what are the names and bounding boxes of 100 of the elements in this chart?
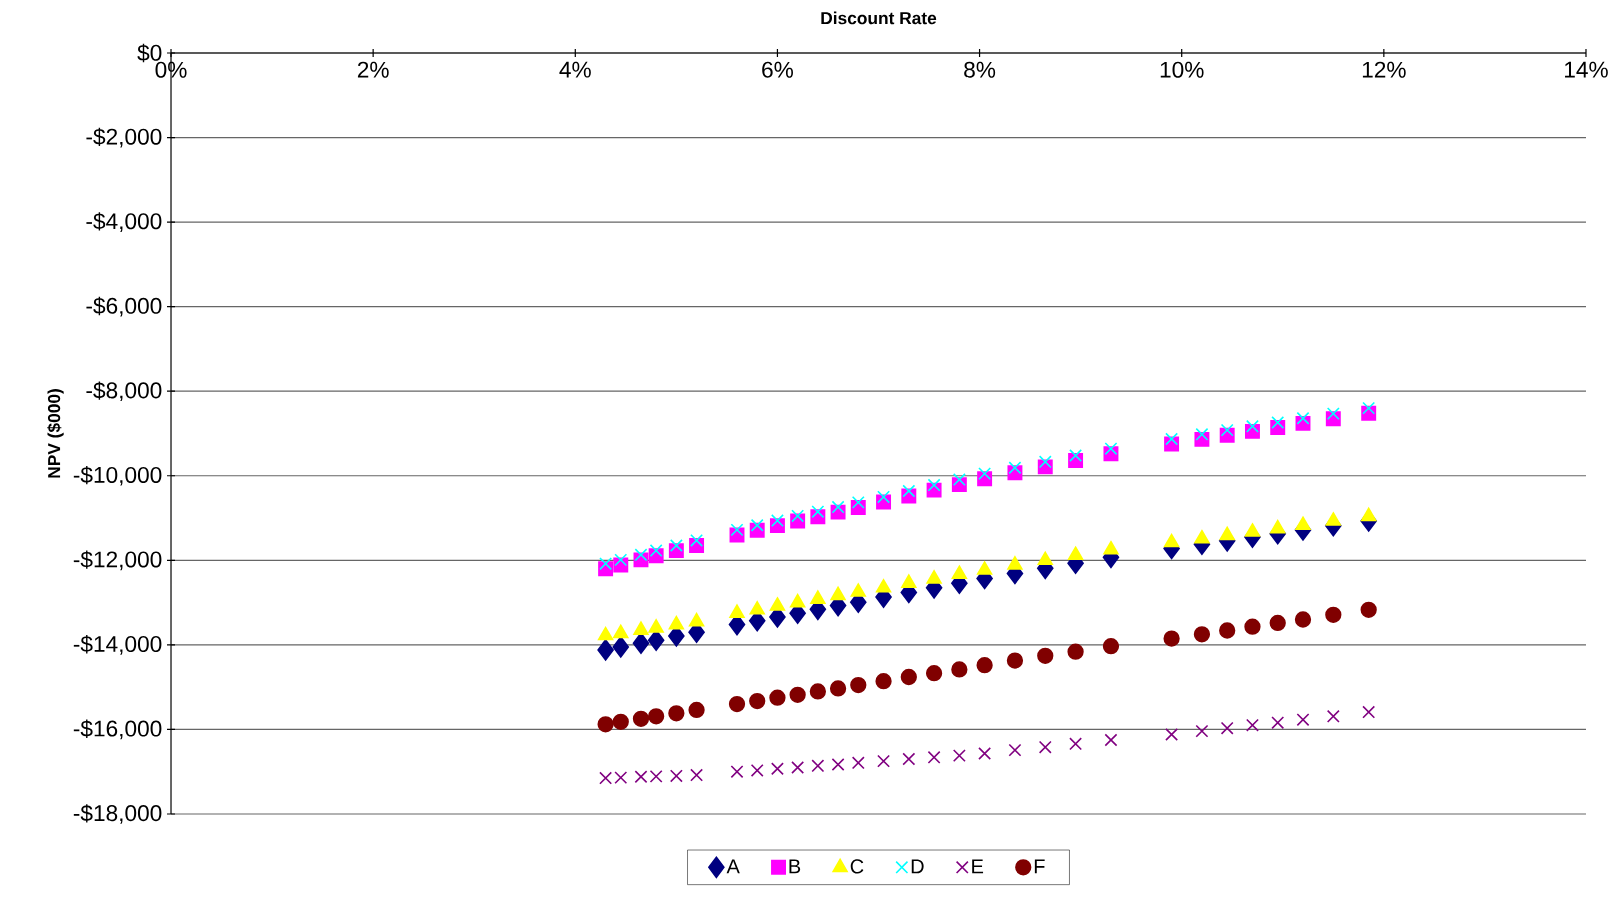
point bbox=[649, 769, 663, 783]
point bbox=[770, 762, 784, 776]
point bbox=[1362, 705, 1376, 719]
point bbox=[1008, 461, 1022, 475]
point bbox=[1244, 618, 1261, 635]
point bbox=[649, 544, 663, 558]
point bbox=[599, 771, 613, 785]
point bbox=[730, 523, 744, 537]
point bbox=[901, 574, 917, 588]
point bbox=[1326, 407, 1340, 421]
point bbox=[1220, 423, 1234, 437]
point bbox=[669, 769, 683, 783]
point bbox=[1269, 614, 1286, 632]
point bbox=[1195, 427, 1209, 441]
point bbox=[1220, 721, 1234, 735]
point bbox=[1244, 523, 1261, 537]
point bbox=[750, 518, 764, 532]
point bbox=[927, 478, 941, 492]
y-tick-label: -$4,000 bbox=[86, 212, 162, 232]
point bbox=[1038, 740, 1052, 754]
point bbox=[809, 683, 826, 700]
x-tick-label: 6% bbox=[762, 61, 793, 78]
point bbox=[902, 484, 916, 498]
point bbox=[1006, 652, 1024, 669]
point bbox=[633, 621, 649, 635]
point bbox=[791, 509, 805, 523]
point bbox=[877, 754, 891, 768]
point bbox=[1165, 728, 1179, 741]
point bbox=[1219, 622, 1236, 639]
x-tick-label: 10% bbox=[1160, 61, 1204, 78]
point bbox=[830, 586, 846, 601]
y-tick-label: -$14,000 bbox=[73, 635, 162, 655]
point bbox=[634, 548, 648, 562]
point bbox=[668, 705, 685, 722]
point bbox=[1296, 411, 1310, 425]
point bbox=[648, 708, 665, 725]
point bbox=[875, 673, 892, 690]
point bbox=[1295, 516, 1311, 531]
point bbox=[690, 533, 704, 547]
legend-label: C bbox=[850, 859, 864, 874]
point bbox=[1294, 611, 1312, 628]
point bbox=[978, 747, 992, 760]
point bbox=[851, 495, 865, 509]
point bbox=[728, 695, 746, 713]
point bbox=[599, 557, 613, 571]
point bbox=[769, 597, 786, 611]
point bbox=[850, 676, 867, 694]
point bbox=[1326, 709, 1340, 723]
point bbox=[688, 612, 705, 627]
point bbox=[1007, 556, 1023, 570]
x-tick-label: 14% bbox=[1565, 61, 1608, 78]
point bbox=[612, 636, 630, 658]
point bbox=[1067, 546, 1084, 561]
legend-label: E bbox=[972, 859, 984, 874]
point bbox=[952, 749, 966, 763]
point bbox=[1246, 718, 1259, 732]
point bbox=[951, 565, 968, 580]
point bbox=[1271, 716, 1285, 730]
point bbox=[951, 661, 968, 678]
point bbox=[952, 473, 966, 487]
point bbox=[730, 765, 744, 779]
point bbox=[1362, 401, 1376, 415]
point bbox=[1246, 419, 1259, 433]
point bbox=[614, 771, 628, 785]
point bbox=[1325, 512, 1342, 526]
point bbox=[1325, 606, 1342, 623]
point bbox=[1271, 416, 1285, 429]
point bbox=[1270, 519, 1286, 534]
y-tick-label: -$16,000 bbox=[73, 719, 162, 740]
point bbox=[1008, 743, 1022, 757]
point bbox=[769, 689, 786, 706]
point bbox=[831, 758, 845, 771]
point bbox=[978, 467, 992, 481]
point bbox=[925, 665, 943, 682]
point bbox=[875, 579, 892, 593]
point bbox=[1193, 626, 1211, 643]
point bbox=[1360, 507, 1377, 522]
legend-label: F bbox=[1034, 859, 1045, 874]
point bbox=[1163, 630, 1180, 647]
y-tick-label: -$12,000 bbox=[73, 550, 162, 571]
point bbox=[1103, 540, 1119, 555]
point bbox=[597, 639, 614, 661]
point bbox=[850, 583, 867, 597]
x-tick-label: 8% bbox=[964, 61, 996, 78]
point bbox=[634, 770, 648, 784]
point bbox=[1102, 638, 1120, 655]
point bbox=[648, 619, 664, 633]
x-axis-title: Discount Rate bbox=[821, 11, 937, 25]
point bbox=[688, 701, 705, 719]
point bbox=[831, 500, 845, 514]
point bbox=[791, 761, 805, 774]
point bbox=[927, 750, 941, 764]
y-tick-label: -$2,000 bbox=[86, 127, 162, 148]
point bbox=[1038, 455, 1052, 469]
point bbox=[1195, 724, 1209, 738]
point bbox=[597, 716, 614, 733]
point bbox=[900, 668, 917, 686]
point bbox=[789, 593, 806, 608]
point bbox=[612, 713, 629, 730]
point bbox=[1194, 529, 1210, 544]
